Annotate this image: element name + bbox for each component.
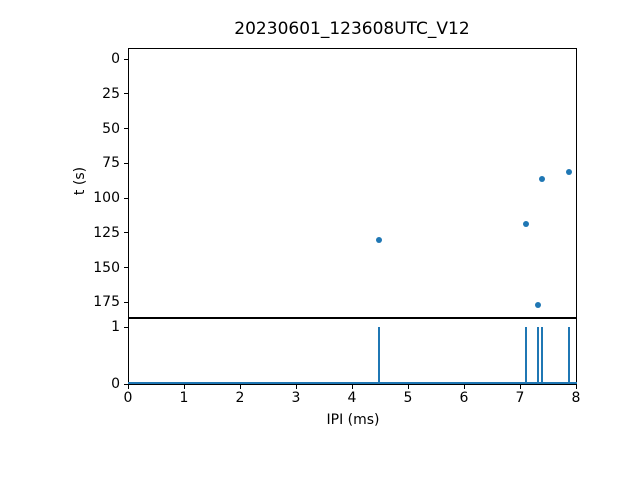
- y-tick: [124, 267, 128, 268]
- x-tick-label: 2: [235, 390, 245, 406]
- y-tick: [124, 383, 128, 385]
- x-tick: [519, 385, 521, 389]
- y-tick-label: 0: [111, 51, 120, 67]
- spike-line: [525, 327, 528, 384]
- x-tick: [407, 385, 409, 389]
- spike-line: [536, 327, 539, 384]
- y-tick-label: 175: [93, 294, 120, 311]
- scatter-point: [523, 221, 530, 228]
- scatter-point: [539, 175, 546, 182]
- chart-title: 20230601_123608UTC_V12: [234, 19, 470, 39]
- x-axis-label: IPI (ms): [326, 412, 380, 428]
- x-tick-label: 0: [123, 390, 133, 406]
- x-tick: [295, 385, 297, 389]
- y-tick: [124, 232, 128, 234]
- y-tick: [124, 326, 128, 328]
- y-tick: [124, 93, 128, 95]
- scatter-point: [534, 302, 541, 308]
- spike-line: [568, 327, 571, 384]
- x-tick: [239, 385, 241, 389]
- scatter-point: [376, 236, 383, 243]
- x-tick: [575, 385, 577, 389]
- x-tick-label: 4: [347, 390, 357, 406]
- y-tick: [124, 128, 128, 129]
- y-tick-label: 0: [111, 376, 120, 392]
- y-tick-label: 125: [93, 224, 120, 241]
- y-tick-label: 150: [93, 259, 120, 276]
- x-tick: [127, 385, 129, 389]
- spike-plot-axes: [128, 318, 577, 385]
- x-tick-label: 6: [459, 390, 469, 406]
- x-tick-label: 1: [179, 390, 189, 406]
- spike-line: [541, 327, 544, 384]
- baseline: [128, 382, 577, 384]
- y-tick-label: 1: [111, 319, 120, 336]
- spike-line: [378, 327, 381, 384]
- x-tick: [183, 385, 185, 389]
- x-tick-label: 5: [403, 390, 413, 406]
- y-tick: [124, 301, 128, 303]
- y-tick-label: 100: [93, 190, 120, 206]
- x-tick-label: 7: [515, 390, 525, 406]
- scatter-plot-axes: [128, 48, 577, 318]
- x-tick-label: 8: [571, 390, 581, 406]
- y-tick-label: 75: [102, 155, 120, 172]
- x-tick: [351, 385, 353, 389]
- y-tick: [124, 58, 128, 60]
- y-tick: [124, 162, 128, 164]
- y-tick: [124, 197, 128, 199]
- x-tick-label: 3: [291, 390, 301, 406]
- x-tick: [463, 385, 465, 389]
- y-tick-label: 25: [102, 85, 120, 102]
- scatter-point: [566, 168, 573, 175]
- y-tick-label: 50: [102, 120, 120, 137]
